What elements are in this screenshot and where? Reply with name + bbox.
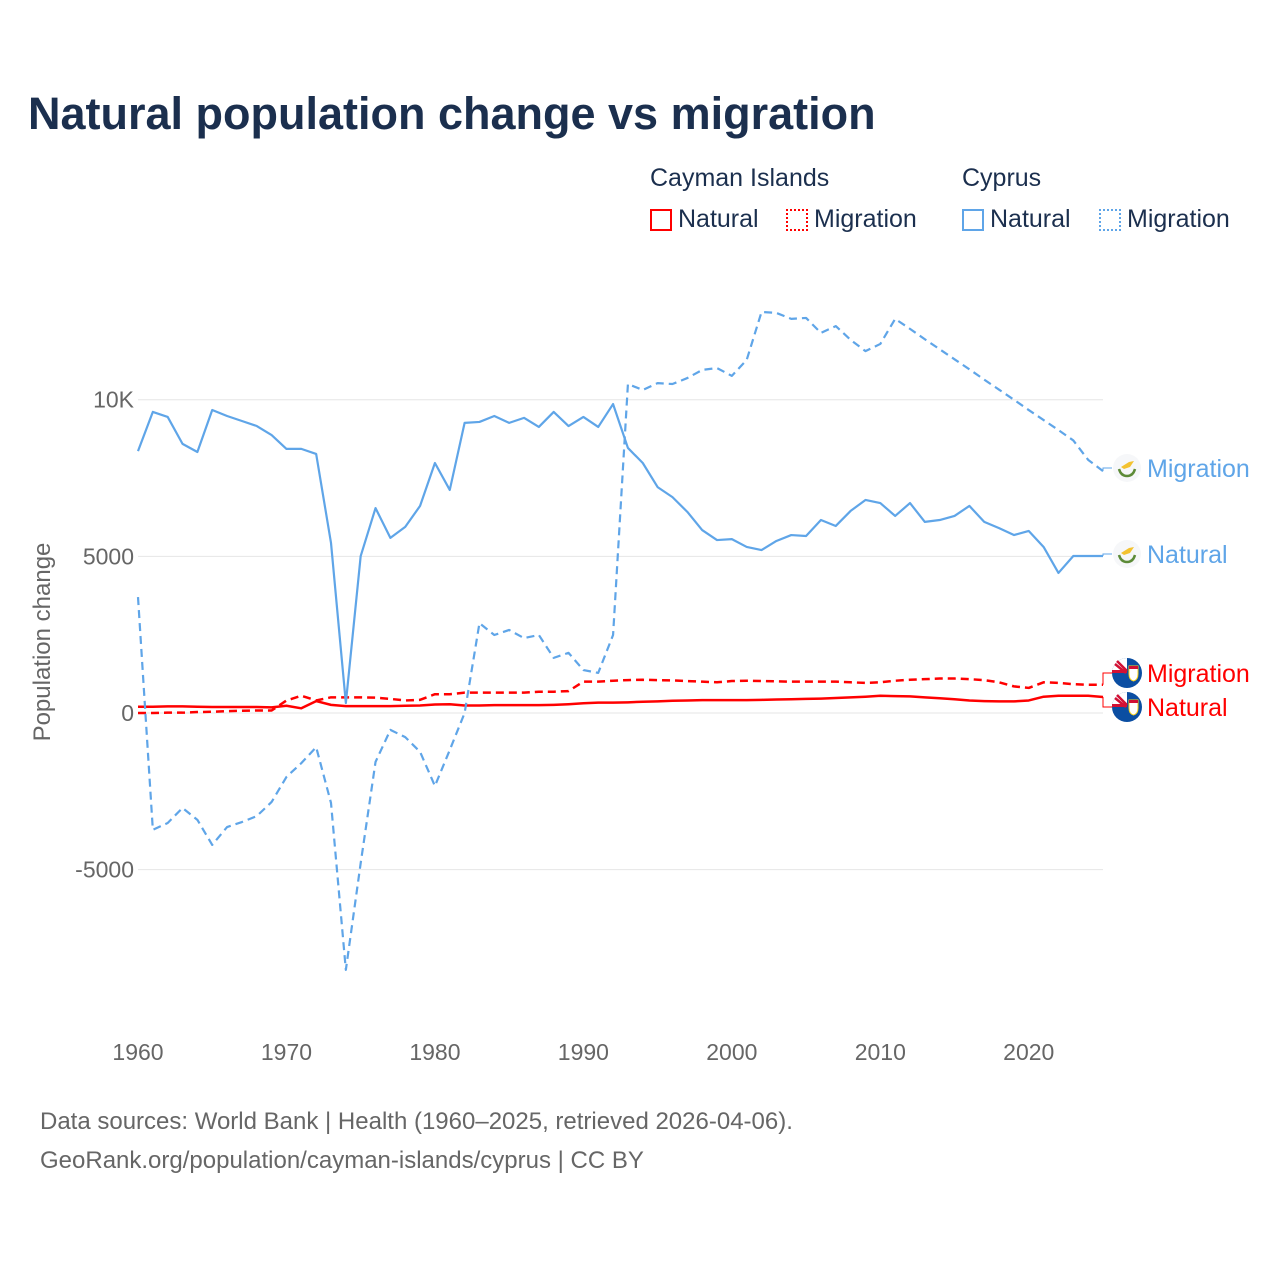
end-label-cyprus-migration: Migration: [1147, 455, 1250, 483]
legend-label: Migration: [814, 205, 917, 233]
series-line-cyprus-migration[interactable]: [136, 310, 1104, 972]
x-tick-label: 2000: [706, 1039, 757, 1065]
footer-link[interactable]: GeoRank.org/population/cayman-islands/cy…: [40, 1147, 644, 1174]
y-tick-label: 10K: [93, 387, 135, 413]
y-tick-label: 5000: [83, 543, 134, 569]
x-tick-label: 2010: [855, 1039, 906, 1065]
cyprus-flag-icon: [1113, 540, 1141, 568]
label-connector: [1102, 697, 1112, 708]
legend-item-cyprus-migration[interactable]: Migration: [1099, 205, 1230, 234]
label-connector: [1102, 672, 1112, 685]
y-axis-label: Population change: [29, 543, 56, 742]
series-line-cayman-islands-migration[interactable]: [138, 677, 1103, 715]
end-labels: Natural Migration Natural Migration: [1102, 454, 1250, 722]
y-axis-ticks: -5000 0 5000 10K: [75, 387, 134, 883]
end-label-cayman-islands-natural: Natural: [1147, 694, 1228, 722]
gridlines: [138, 399, 1103, 871]
x-tick-label: 2020: [1003, 1039, 1054, 1065]
legend-swatch-dotted: [1099, 208, 1121, 231]
end-label-cayman-islands-migration: Migration: [1147, 660, 1250, 688]
cayman-islands-flag-icon: [1112, 658, 1142, 688]
footer-sources: Data sources: World Bank | Health (1960–…: [40, 1108, 793, 1135]
legend-label: Natural: [990, 205, 1071, 233]
legend-group-cayman-islands: Cayman Islands: [650, 164, 830, 192]
y-tick-label: 0: [121, 700, 134, 726]
legend-item-cayman-migration[interactable]: Migration: [786, 205, 917, 234]
legend-group-cyprus: Cyprus: [962, 164, 1042, 192]
x-tick-label: 1980: [409, 1039, 460, 1065]
chart-title: Natural population change vs migration: [28, 88, 876, 139]
y-tick-label: -5000: [75, 857, 134, 883]
legend-swatch-solid: [650, 208, 672, 231]
cyprus-flag-icon: [1113, 454, 1141, 482]
legend-item-cyprus-natural[interactable]: Natural: [962, 205, 1071, 234]
x-tick-label: 1970: [261, 1039, 312, 1065]
end-label-cyprus-natural: Natural: [1147, 541, 1228, 569]
x-axis-ticks: 1960 1970 1980 1990 2000 2010 2020: [112, 1039, 1054, 1065]
series-line-cayman-islands-natural[interactable]: [138, 694, 1104, 710]
series-line-cyprus-natural[interactable]: [136, 402, 1103, 705]
legend-label: Migration: [1127, 205, 1230, 233]
legend-swatch-dotted: [786, 208, 808, 231]
legend-swatch-solid: [962, 208, 984, 231]
cayman-islands-flag-icon: [1112, 692, 1142, 722]
legend-item-cayman-natural[interactable]: Natural: [650, 205, 759, 234]
x-tick-label: 1990: [558, 1039, 609, 1065]
legend-label: Natural: [678, 205, 759, 233]
series-lines: [136, 310, 1104, 972]
x-tick-label: 1960: [112, 1039, 163, 1065]
label-connector: [1102, 553, 1112, 557]
label-connector: [1102, 467, 1112, 472]
